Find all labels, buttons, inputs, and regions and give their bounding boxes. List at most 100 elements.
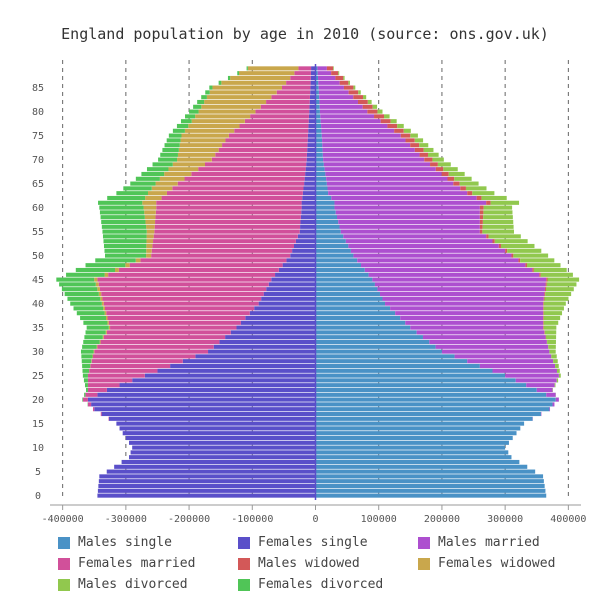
bar-females_married bbox=[97, 277, 272, 282]
bar-females_widowed bbox=[146, 229, 155, 234]
bar-males_widowed bbox=[460, 186, 466, 191]
bar-males_widowed bbox=[479, 224, 483, 229]
legend-item-females_married[interactable]: Females married bbox=[58, 555, 238, 572]
bar-females_married bbox=[110, 325, 237, 330]
bar-males_single bbox=[315, 416, 533, 421]
bar-males_divorced bbox=[543, 315, 561, 321]
bar-males_widowed bbox=[476, 195, 482, 201]
bar-females_married bbox=[152, 243, 295, 249]
bar-males_divorced bbox=[454, 176, 472, 181]
bar-males_single bbox=[315, 85, 319, 90]
bar-females_married bbox=[87, 387, 107, 393]
bar-males_single bbox=[315, 138, 323, 143]
bar-males_married bbox=[340, 229, 480, 234]
bar-females_single bbox=[303, 186, 316, 191]
bar-females_divorced bbox=[85, 263, 126, 268]
y-tick-label: 65 bbox=[32, 179, 44, 190]
bar-females_married bbox=[298, 66, 312, 71]
bar-males_widowed bbox=[479, 215, 484, 220]
bar-females_single bbox=[225, 335, 316, 340]
bar-males_divorced bbox=[414, 138, 424, 143]
bar-males_divorced bbox=[472, 191, 495, 196]
bar-males_married bbox=[526, 383, 555, 388]
bar-females_divorced bbox=[66, 272, 105, 277]
bar-females_single bbox=[310, 71, 316, 76]
legend-item-males_married[interactable]: Males married bbox=[418, 534, 598, 551]
bar-males_married bbox=[334, 205, 480, 210]
bar-males_married bbox=[328, 191, 468, 196]
bar-males_divorced bbox=[547, 277, 580, 282]
bar-males_divorced bbox=[544, 330, 557, 335]
bar-females_single bbox=[294, 243, 316, 249]
bar-males_widowed bbox=[453, 181, 460, 186]
legend-label: Males divorced bbox=[78, 577, 188, 592]
bar-males_single bbox=[315, 387, 537, 393]
bar-females_widowed bbox=[146, 234, 154, 239]
bar-males_married bbox=[364, 267, 533, 273]
bar-males_widowed bbox=[419, 152, 429, 157]
bar-females_divorced bbox=[84, 392, 86, 397]
bar-males_widowed bbox=[447, 176, 455, 181]
bar-females_divorced bbox=[67, 296, 101, 301]
bar-males_married bbox=[323, 157, 425, 162]
bar-females_single bbox=[302, 195, 316, 201]
legend-item-females_divorced[interactable]: Females divorced bbox=[238, 576, 418, 593]
bar-females_single bbox=[116, 421, 316, 426]
bar-males_divorced bbox=[556, 368, 560, 373]
legend-item-males_single[interactable]: Males single bbox=[58, 534, 238, 551]
bar-males_married bbox=[374, 282, 546, 287]
bar-females_widowed bbox=[198, 109, 256, 114]
bar-females_single bbox=[309, 95, 316, 100]
bar-females_married bbox=[87, 383, 120, 388]
bar-females_widowed bbox=[144, 215, 156, 220]
bar-females_widowed bbox=[172, 162, 206, 167]
bar-males_widowed bbox=[367, 109, 378, 114]
bar-females_married bbox=[271, 95, 310, 100]
y-tick-label: 10 bbox=[32, 443, 44, 454]
bar-females_married bbox=[90, 363, 171, 369]
x-tick-label: 0 bbox=[312, 514, 318, 525]
bar-females_married bbox=[94, 349, 209, 354]
bar-females_widowed bbox=[188, 123, 240, 129]
bar-males_divorced bbox=[483, 210, 513, 215]
bar-males_single bbox=[315, 186, 328, 191]
bar-females_married bbox=[155, 215, 301, 220]
legend-item-males_widowed[interactable]: Males widowed bbox=[238, 555, 418, 572]
bar-females_single bbox=[299, 229, 316, 234]
bar-males_single bbox=[315, 320, 406, 325]
legend-item-females_single[interactable]: Females single bbox=[238, 534, 418, 551]
bar-females_single bbox=[309, 99, 316, 105]
bar-males_widowed bbox=[380, 119, 391, 124]
bar-females_married bbox=[276, 90, 311, 95]
bar-females_married bbox=[290, 75, 311, 81]
bar-males_single bbox=[315, 378, 516, 383]
bar-males_married bbox=[334, 200, 487, 205]
bar-males_divorced bbox=[543, 311, 563, 316]
bar-females_divorced bbox=[101, 219, 146, 225]
bar-males_single bbox=[315, 181, 327, 186]
bar-females_single bbox=[130, 450, 316, 455]
bar-females_married bbox=[92, 354, 196, 359]
bar-females_divorced bbox=[103, 239, 147, 244]
bar-males_married bbox=[368, 272, 540, 277]
bar-males_single bbox=[315, 143, 323, 148]
bar-females_single bbox=[219, 339, 316, 345]
legend-item-females_widowed[interactable]: Females widowed bbox=[418, 555, 598, 572]
bar-females_widowed bbox=[212, 85, 282, 90]
bar-females_divorced bbox=[82, 368, 90, 373]
bar-males_married bbox=[319, 99, 358, 105]
bar-females_single bbox=[308, 114, 316, 119]
bar-females_single bbox=[195, 354, 316, 359]
bar-females_married bbox=[87, 373, 145, 378]
bar-females_single bbox=[129, 455, 316, 460]
bar-males_divorced bbox=[372, 104, 378, 109]
bar-females_widowed bbox=[94, 277, 98, 282]
bar-females_single bbox=[307, 147, 316, 153]
bar-females_divorced bbox=[176, 123, 189, 129]
bar-females_married bbox=[92, 407, 95, 412]
y-tick-label: 55 bbox=[32, 227, 44, 238]
bar-females_single bbox=[97, 488, 316, 493]
legend-label: Males married bbox=[438, 535, 540, 550]
bar-males_divorced bbox=[432, 157, 444, 162]
legend-item-males_divorced[interactable]: Males divorced bbox=[58, 576, 238, 593]
